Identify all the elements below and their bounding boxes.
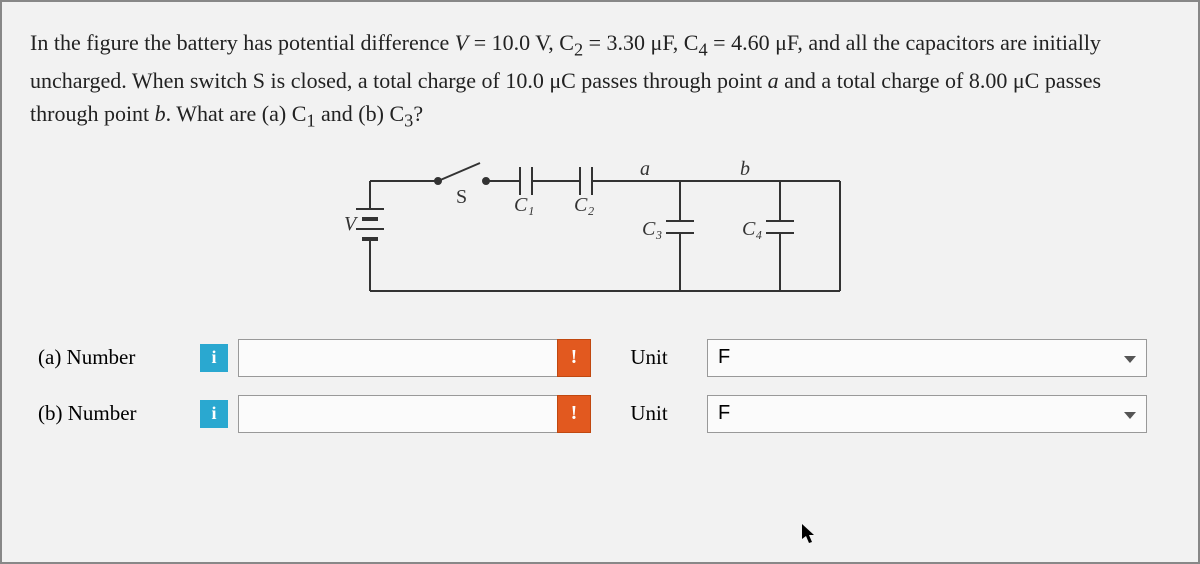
cursor-icon <box>802 524 818 544</box>
part-a-label: (a) Number <box>30 345 200 370</box>
warning-icon: ! <box>557 339 591 377</box>
part-b-label: (b) Number <box>30 401 200 426</box>
problem-statement: In the figure the battery has potential … <box>30 26 1170 135</box>
number-input-b[interactable] <box>238 395 558 433</box>
warning-icon: ! <box>557 395 591 433</box>
point-b-label: b <box>740 158 750 180</box>
answer-row-a: (a) Number i ! Unit F <box>30 339 1170 377</box>
battery-label: V <box>344 213 359 235</box>
answer-row-b: (b) Number i ! Unit F <box>30 395 1170 433</box>
unit-value-b: F <box>718 402 730 425</box>
unit-word-a: Unit <box>609 345 689 370</box>
number-input-a[interactable] <box>238 339 558 377</box>
c3-label: C₃ <box>642 218 662 240</box>
switch-label: S <box>456 186 467 208</box>
problem-container: In the figure the battery has potential … <box>0 0 1200 564</box>
c2-label: C₂ <box>574 194 594 216</box>
info-icon[interactable]: i <box>200 400 228 428</box>
info-icon[interactable]: i <box>200 344 228 372</box>
c4-label: C₄ <box>742 218 762 240</box>
circuit-diagram: V S C₁ C₂ a b C₃ C₄ <box>340 151 860 311</box>
unit-value-a: F <box>718 346 730 369</box>
unit-select-b[interactable]: F <box>707 395 1147 433</box>
c1-label: C₁ <box>514 194 534 216</box>
point-a-label: a <box>640 158 650 180</box>
unit-word-b: Unit <box>609 401 689 426</box>
unit-select-a[interactable]: F <box>707 339 1147 377</box>
